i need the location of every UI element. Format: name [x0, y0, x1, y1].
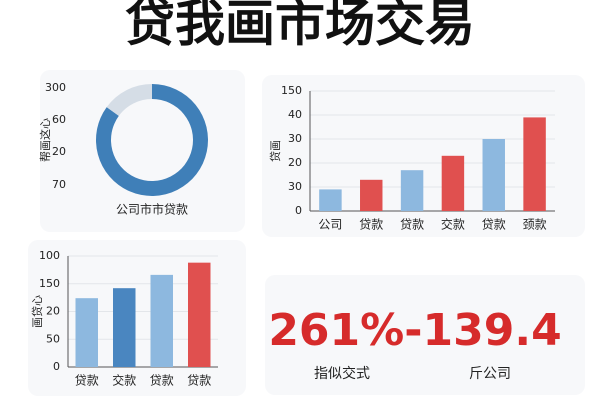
- x-tick-label: 交款: [112, 373, 136, 388]
- side-label: 60: [52, 113, 66, 126]
- y-axis-label: 画贷心: [30, 295, 44, 328]
- x-tick-label: 贷款: [359, 218, 383, 232]
- x-tick-label: 贷款: [400, 218, 424, 232]
- bar: [360, 179, 383, 211]
- y-tick-label: 50: [46, 332, 60, 345]
- x-tick-label: 贷款: [150, 374, 174, 388]
- bar: [523, 117, 546, 211]
- bar: [319, 189, 342, 211]
- x-tick-label: 贷款: [482, 218, 506, 232]
- x-tick-label: 交款: [441, 217, 465, 232]
- card: [28, 240, 246, 396]
- y-tick-label: 0: [53, 360, 60, 373]
- page-title: 贷我画市场交易: [125, 0, 475, 53]
- bar: [400, 170, 424, 211]
- y-tick-label: 20: [288, 156, 302, 169]
- side-label: 20: [52, 145, 66, 158]
- bar: [75, 298, 98, 367]
- y-tick-label: 30: [288, 180, 302, 193]
- y-tick-label: 150: [281, 84, 302, 97]
- x-tick-label: 贷款: [75, 374, 99, 388]
- y-axis-label: 贷画: [268, 140, 282, 162]
- x-tick-label: 贷款: [187, 374, 211, 388]
- bar: [150, 274, 173, 367]
- y-tick-label: 100: [39, 249, 60, 262]
- y-axis-label: 帮画这心: [38, 118, 52, 162]
- y-tick-label: 40: [288, 108, 302, 121]
- bar: [482, 139, 505, 211]
- side-label: 300: [45, 81, 66, 94]
- y-tick-label: 20: [46, 305, 60, 318]
- side-label: 70: [52, 178, 66, 191]
- y-tick-label: 30: [288, 132, 302, 145]
- bar: [113, 288, 136, 367]
- y-tick-label: 150: [39, 277, 60, 290]
- caption: 公司市市贷款: [116, 202, 188, 217]
- kpi-value: 261%-139.4: [268, 305, 561, 356]
- kpi-label: 斤公司: [469, 366, 511, 382]
- donut-segment: [106, 84, 152, 116]
- bar: [441, 155, 465, 211]
- x-tick-label: 颈款: [523, 218, 547, 232]
- bar: [188, 262, 211, 367]
- kpi-label: 指似交式: [314, 365, 370, 382]
- card: [265, 275, 585, 395]
- y-tick-label: 0: [295, 204, 302, 217]
- x-tick-label: 公司: [318, 218, 342, 232]
